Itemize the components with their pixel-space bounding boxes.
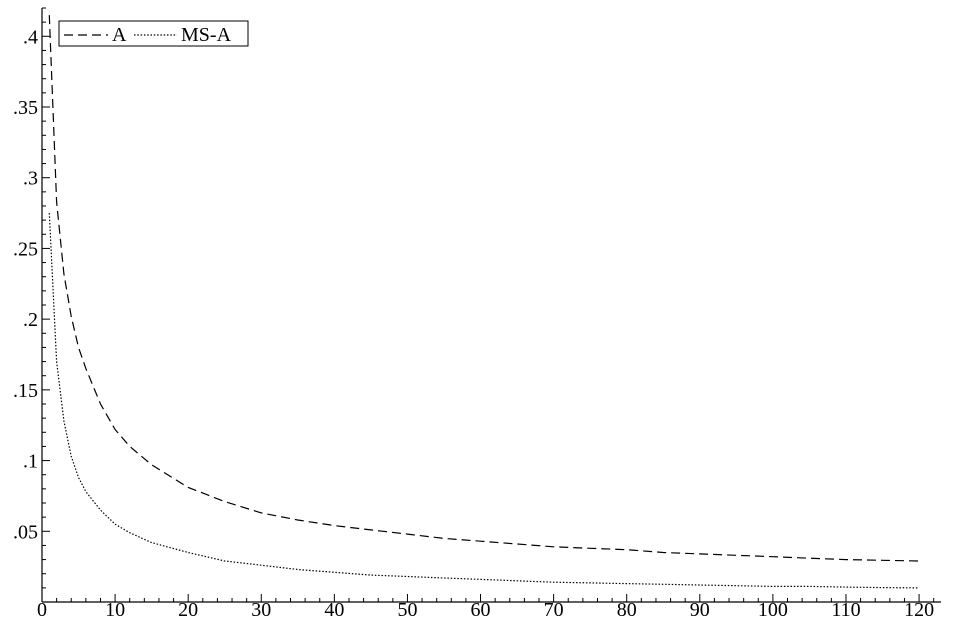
legend: A MS-A bbox=[58, 20, 249, 47]
x-tick-label: 120 bbox=[904, 599, 934, 620]
x-tick-label: 20 bbox=[178, 599, 198, 620]
x-tick-label: 0 bbox=[37, 599, 47, 620]
x-ticks: 0 10 20 30 40 50 60 70 80 90 100 110 120 bbox=[37, 594, 935, 620]
series-line-ms-a bbox=[48, 213, 920, 589]
y-tick-label: .1 bbox=[23, 451, 38, 473]
series-line-a bbox=[48, 15, 920, 562]
x-tick-label: 50 bbox=[397, 599, 417, 620]
y-tick-label: .4 bbox=[23, 26, 38, 48]
x-tick-label: 110 bbox=[831, 599, 860, 620]
y-tick-label: .35 bbox=[13, 97, 38, 119]
x-tick-label: 90 bbox=[690, 599, 710, 620]
legend-label-a: A bbox=[112, 24, 127, 46]
axes bbox=[41, 8, 941, 603]
x-tick-label: 70 bbox=[544, 599, 564, 620]
x-tick-label: 40 bbox=[324, 599, 344, 620]
x-tick-label: 10 bbox=[105, 599, 125, 620]
x-tick-label: 30 bbox=[251, 599, 271, 620]
x-tick-label: 100 bbox=[758, 599, 788, 620]
y-tick-label: .2 bbox=[23, 309, 38, 331]
legend-box bbox=[58, 20, 249, 47]
y-tick-label: .3 bbox=[23, 168, 38, 190]
x-tick-label: 80 bbox=[617, 599, 637, 620]
legend-label-ms-a: MS-A bbox=[181, 24, 232, 46]
y-tick-label: .15 bbox=[13, 380, 38, 402]
y-tick-label: .25 bbox=[13, 238, 38, 260]
y-ticks: .05 .1 .15 .2 .25 .3 .35 .4 bbox=[13, 7, 50, 589]
y-tick-label: .05 bbox=[13, 521, 38, 543]
series-layer bbox=[48, 15, 920, 589]
x-tick-label: 60 bbox=[471, 599, 491, 620]
